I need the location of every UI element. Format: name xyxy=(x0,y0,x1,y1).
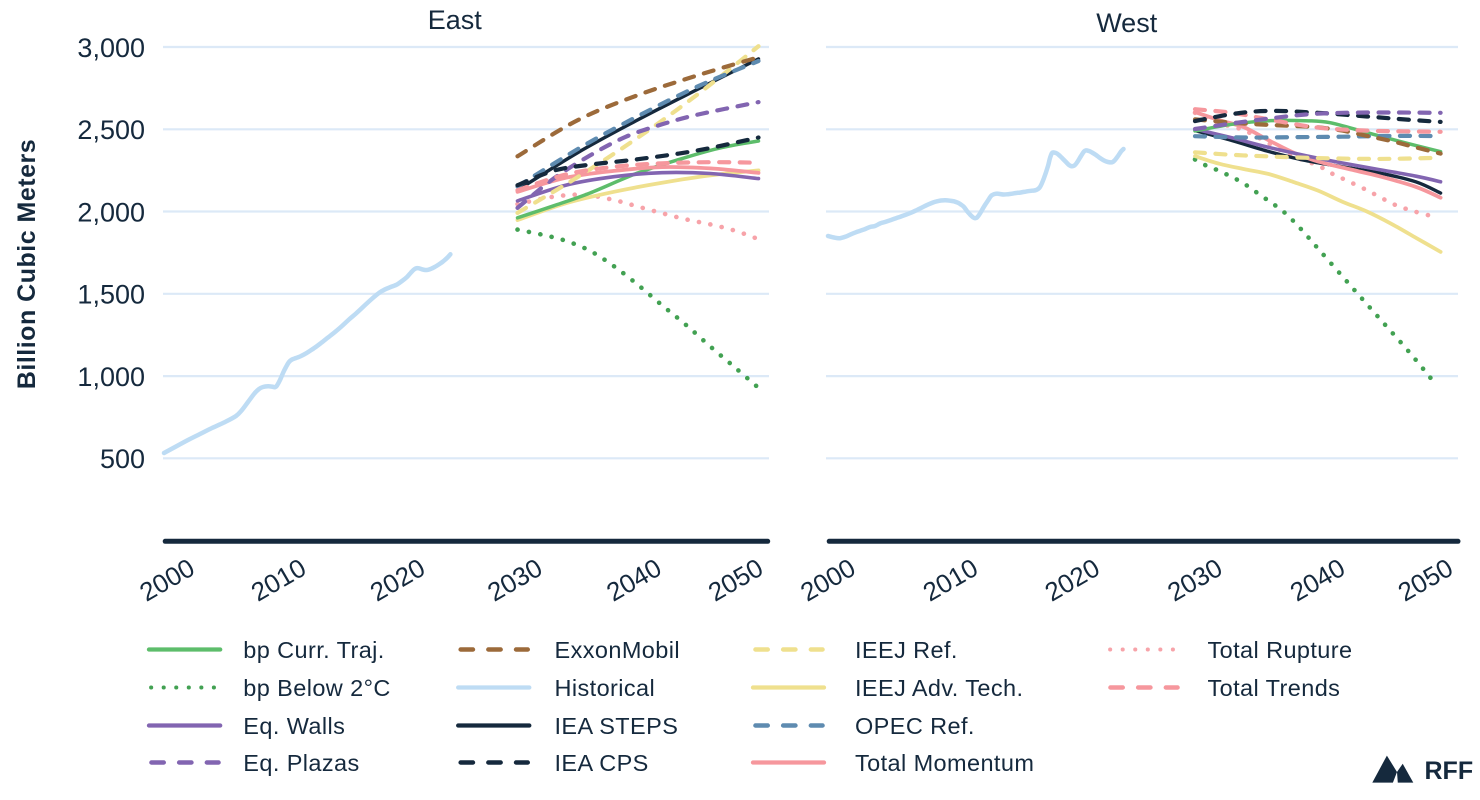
svg-text:2,500: 2,500 xyxy=(77,115,145,145)
svg-text:1,000: 1,000 xyxy=(77,362,145,392)
svg-text:Historical: Historical xyxy=(555,675,656,701)
svg-text:West: West xyxy=(1096,8,1158,38)
svg-text:IEA STEPS: IEA STEPS xyxy=(555,713,679,739)
svg-text:IEA CPS: IEA CPS xyxy=(555,750,649,776)
svg-text:bp Curr. Traj.: bp Curr. Traj. xyxy=(243,637,384,663)
svg-text:3,000: 3,000 xyxy=(77,33,145,63)
svg-text:Billion Cubic Meters: Billion Cubic Meters xyxy=(13,139,41,389)
svg-text:2,000: 2,000 xyxy=(77,197,145,227)
svg-text:Total Momentum: Total Momentum xyxy=(855,750,1034,776)
svg-text:RFF: RFF xyxy=(1425,757,1474,785)
svg-text:500: 500 xyxy=(100,444,145,474)
svg-text:Eq. Walls: Eq. Walls xyxy=(243,713,345,739)
svg-text:1,500: 1,500 xyxy=(77,280,145,310)
svg-text:IEEJ Adv. Tech.: IEEJ Adv. Tech. xyxy=(855,675,1023,701)
svg-text:Total Rupture: Total Rupture xyxy=(1208,637,1353,663)
svg-text:East: East xyxy=(428,5,483,35)
svg-text:Eq. Plazas: Eq. Plazas xyxy=(243,750,359,776)
svg-text:Total Trends: Total Trends xyxy=(1208,675,1341,701)
svg-text:IEEJ Ref.: IEEJ Ref. xyxy=(855,637,958,663)
svg-text:ExxonMobil: ExxonMobil xyxy=(555,637,680,663)
svg-text:bp Below 2°C: bp Below 2°C xyxy=(243,675,390,701)
svg-text:OPEC Ref.: OPEC Ref. xyxy=(855,713,975,739)
